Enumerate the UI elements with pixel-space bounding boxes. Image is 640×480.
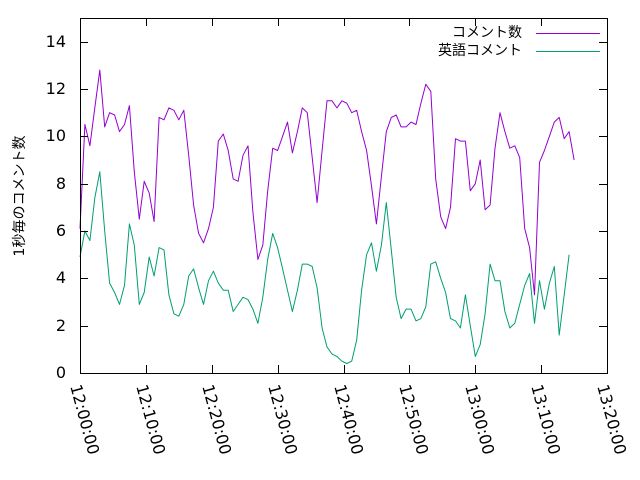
y-axis-label: 1秒毎のコメント数 (12, 136, 28, 257)
y-tick-label: 0 (56, 363, 66, 382)
legend-label-1: コメント数 (452, 25, 522, 41)
series-line-2 (79, 171, 570, 364)
plot-frame (80, 18, 608, 374)
legend-label-2: 英語コメント (438, 42, 522, 59)
y-tick-label: 14 (46, 32, 66, 51)
axis-ticks: 0 2 4 6 8 10 12 14 12:00:00 12:10:00 12:20:00 12:30… (46, 18, 630, 457)
x-tick-label: 12:20:00 (198, 382, 235, 456)
y-tick-label: 6 (56, 221, 66, 240)
x-tick-label: 12:30:00 (264, 382, 301, 456)
y-tick-label: 12 (46, 79, 66, 98)
y-tick-label: 10 (46, 126, 66, 145)
x-tick-label: 12:50:00 (395, 382, 432, 456)
series-layer (79, 69, 575, 364)
x-tick-label: 13:20:00 (593, 382, 630, 456)
x-tick-label: 12:10:00 (132, 382, 169, 456)
y-tick-label: 4 (56, 268, 66, 287)
x-tick-label: 13:10:00 (527, 382, 564, 456)
series-line-1 (79, 69, 575, 296)
x-tick-label: 12:00:00 (66, 382, 103, 456)
y-tick-label: 2 (56, 316, 66, 335)
x-tick-label: 12:40:00 (330, 382, 367, 456)
x-tick-label: 13:00:00 (461, 382, 498, 456)
y-tick-label: 8 (56, 174, 66, 193)
